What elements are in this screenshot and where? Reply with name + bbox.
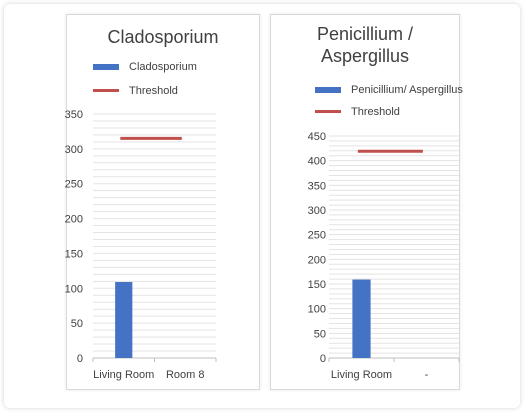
y-tick-label: 350 bbox=[308, 180, 326, 192]
y-tick-label: 100 bbox=[65, 283, 83, 295]
chart-title: Aspergillus bbox=[321, 46, 409, 66]
y-tick-label: 450 bbox=[308, 131, 326, 143]
y-tick-label: 250 bbox=[65, 179, 83, 191]
x-tick-label: Living Room bbox=[331, 369, 392, 381]
bar bbox=[352, 279, 371, 358]
legend-swatch-series bbox=[93, 64, 119, 70]
chart-title: Cladosporium bbox=[107, 27, 218, 47]
y-tick-label: 150 bbox=[65, 248, 83, 260]
y-tick-label: 50 bbox=[314, 328, 326, 340]
y-tick-label: 250 bbox=[308, 230, 326, 242]
y-tick-label: 350 bbox=[65, 109, 83, 121]
y-tick-label: 200 bbox=[65, 214, 83, 226]
chart-panel-cladosporium: Cladosporium Cladosporium Threshold 0 50 100 1… bbox=[65, 14, 260, 390]
y-tick-label: 300 bbox=[308, 205, 326, 217]
x-tick-label: - bbox=[425, 369, 429, 381]
y-tick-label: 100 bbox=[308, 304, 326, 316]
y-tick-label: 200 bbox=[308, 254, 326, 266]
legend-label-series: Penicillium/ Aspergillus bbox=[351, 84, 463, 96]
legend-swatch-series bbox=[315, 87, 341, 93]
legend-label-threshold: Threshold bbox=[351, 106, 400, 118]
legend-swatch-threshold bbox=[93, 89, 119, 92]
x-tick-label: Room 8 bbox=[166, 369, 205, 381]
y-tick-label: 0 bbox=[320, 353, 326, 365]
legend-label-threshold: Threshold bbox=[129, 85, 178, 97]
legend-swatch-threshold bbox=[315, 110, 341, 113]
legend-label-series: Cladosporium bbox=[129, 61, 197, 73]
bar bbox=[115, 282, 133, 358]
chart-svg-cladosporium: Cladosporium Cladosporium Threshold 0 50 100 1… bbox=[65, 27, 219, 381]
chart-svg-penicillium-aspergillus: Penicillium /Aspergillus Penicillium/ Asp… bbox=[308, 24, 464, 381]
x-tick-label: Living Room bbox=[93, 369, 154, 381]
y-tick-label: 0 bbox=[77, 353, 83, 365]
y-tick-label: 50 bbox=[71, 318, 83, 330]
y-tick-label: 300 bbox=[65, 144, 83, 156]
y-tick-label: 400 bbox=[308, 156, 326, 168]
y-tick-label: 150 bbox=[308, 279, 326, 291]
chart-panel-penicillium-aspergillus: Penicillium / Aspergillus Penicillium/ Asp… bbox=[270, 14, 464, 390]
chart-title: Penicillium / bbox=[317, 24, 413, 44]
